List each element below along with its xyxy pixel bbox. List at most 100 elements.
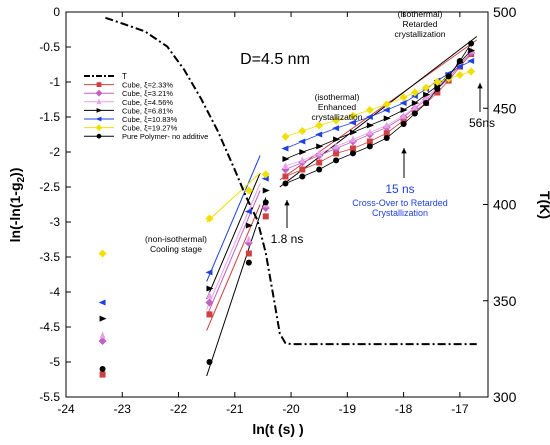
data-point bbox=[365, 106, 374, 114]
data-point bbox=[206, 291, 213, 299]
annotation-line: (isothermal) bbox=[315, 92, 360, 102]
data-point bbox=[349, 129, 357, 136]
data-point bbox=[299, 173, 306, 180]
data-point bbox=[261, 170, 270, 179]
legend-item: Cube, ξ=6.81% bbox=[84, 106, 173, 115]
data-point bbox=[281, 132, 290, 141]
data-point bbox=[400, 111, 407, 119]
temperature-line bbox=[105, 16, 477, 346]
data-point bbox=[316, 159, 323, 166]
legend-label: T bbox=[122, 72, 127, 81]
annotation-retarded: (isothermal) Retarded crystallization bbox=[394, 9, 445, 39]
data-point bbox=[99, 331, 106, 339]
data-point bbox=[315, 131, 323, 138]
data-point bbox=[383, 115, 391, 122]
data-point bbox=[244, 208, 252, 215]
data-series bbox=[98, 40, 476, 378]
annotation-t18: 1.8 ns bbox=[271, 232, 304, 246]
data-point bbox=[205, 269, 213, 276]
legend-label: Cube, ξ=6.81% bbox=[122, 106, 173, 115]
fit-line bbox=[206, 197, 267, 377]
data-point bbox=[98, 249, 107, 258]
data-point bbox=[411, 110, 418, 117]
data-point bbox=[468, 40, 475, 47]
data-point bbox=[282, 173, 289, 180]
fit-lines bbox=[206, 36, 478, 377]
data-point bbox=[299, 149, 307, 155]
y-tick-label: -3 bbox=[49, 215, 60, 229]
data-point bbox=[205, 214, 214, 223]
data-point bbox=[99, 366, 106, 372]
annotation-line: Cooling stage bbox=[150, 244, 202, 254]
chart-title: D=4.5 nm bbox=[240, 51, 310, 68]
x-tick-label: -21 bbox=[226, 402, 244, 416]
annotations: (non-isothermal) Cooling stage (isothermal… bbox=[145, 9, 495, 254]
legend-label: Cube, ξ=2.33% bbox=[122, 81, 173, 90]
data-point bbox=[366, 128, 373, 136]
data-point bbox=[298, 138, 306, 145]
data-point bbox=[316, 149, 323, 157]
data-point bbox=[365, 114, 373, 120]
data-point bbox=[422, 83, 431, 92]
data-point bbox=[467, 58, 475, 64]
legend-item-temperature: T bbox=[84, 72, 127, 81]
legend-item: Cube, ξ=2.33% bbox=[84, 81, 173, 90]
data-point bbox=[299, 156, 306, 164]
data-point bbox=[445, 73, 452, 80]
data-point bbox=[333, 157, 340, 164]
y-tick-label: -1 bbox=[49, 75, 60, 89]
data-point bbox=[332, 125, 340, 132]
data-point bbox=[206, 285, 214, 292]
y-tick-label: -0.5 bbox=[39, 40, 60, 54]
x-tick-label: -24 bbox=[57, 402, 75, 416]
x-axis-label: ln(t (s) ) bbox=[252, 421, 303, 437]
annotation-line: crystallization bbox=[311, 112, 362, 122]
y-tick-label: -5 bbox=[49, 355, 60, 369]
data-point bbox=[423, 93, 430, 101]
data-point bbox=[205, 298, 214, 307]
x-tick-label: -17 bbox=[451, 402, 469, 416]
annotation-line: Crystallization bbox=[372, 208, 428, 218]
legend-item: Cube, ξ=3.21% bbox=[84, 89, 173, 98]
data-point bbox=[244, 186, 253, 195]
data-point bbox=[262, 199, 269, 206]
x-tick-label: -18 bbox=[395, 402, 413, 416]
data-point bbox=[206, 311, 213, 318]
data-point bbox=[455, 63, 463, 70]
data-point bbox=[349, 145, 356, 152]
data-point bbox=[410, 88, 419, 97]
data-point bbox=[400, 121, 407, 127]
data-point bbox=[411, 103, 418, 111]
series bbox=[99, 40, 475, 372]
data-point bbox=[468, 47, 476, 54]
data-point bbox=[245, 259, 252, 266]
annotation-line: crystallization bbox=[394, 29, 445, 39]
legend-label: Cube, ξ=19.27% bbox=[122, 124, 178, 133]
data-point bbox=[95, 124, 103, 131]
y2-tick-label: 500 bbox=[493, 4, 517, 20]
data-point bbox=[348, 119, 356, 126]
y2-tick-label: 300 bbox=[493, 389, 517, 405]
annotation-cooling: (non-isothermal) Cooling stage bbox=[145, 234, 207, 254]
y-tick-label: -5.5 bbox=[39, 390, 60, 404]
fit-line bbox=[279, 36, 478, 188]
data-point bbox=[434, 86, 441, 92]
data-point bbox=[433, 78, 442, 86]
data-point bbox=[366, 122, 374, 129]
y-tick-label: -3.5 bbox=[39, 250, 60, 264]
data-point bbox=[282, 156, 290, 162]
annotation-line: Cross-Over to Retarded bbox=[352, 198, 448, 208]
data-point bbox=[98, 299, 106, 306]
annotation-line: Retarded bbox=[403, 19, 438, 29]
data-point bbox=[423, 100, 430, 106]
data-point bbox=[400, 107, 408, 113]
data-point bbox=[399, 100, 407, 106]
x-tick-label: -23 bbox=[114, 402, 132, 416]
y-axis-label-subscript: 2 bbox=[16, 177, 27, 183]
data-point bbox=[99, 315, 107, 322]
data-point bbox=[96, 82, 102, 87]
data-point bbox=[96, 98, 102, 105]
y2-tick-label: 400 bbox=[493, 197, 517, 213]
